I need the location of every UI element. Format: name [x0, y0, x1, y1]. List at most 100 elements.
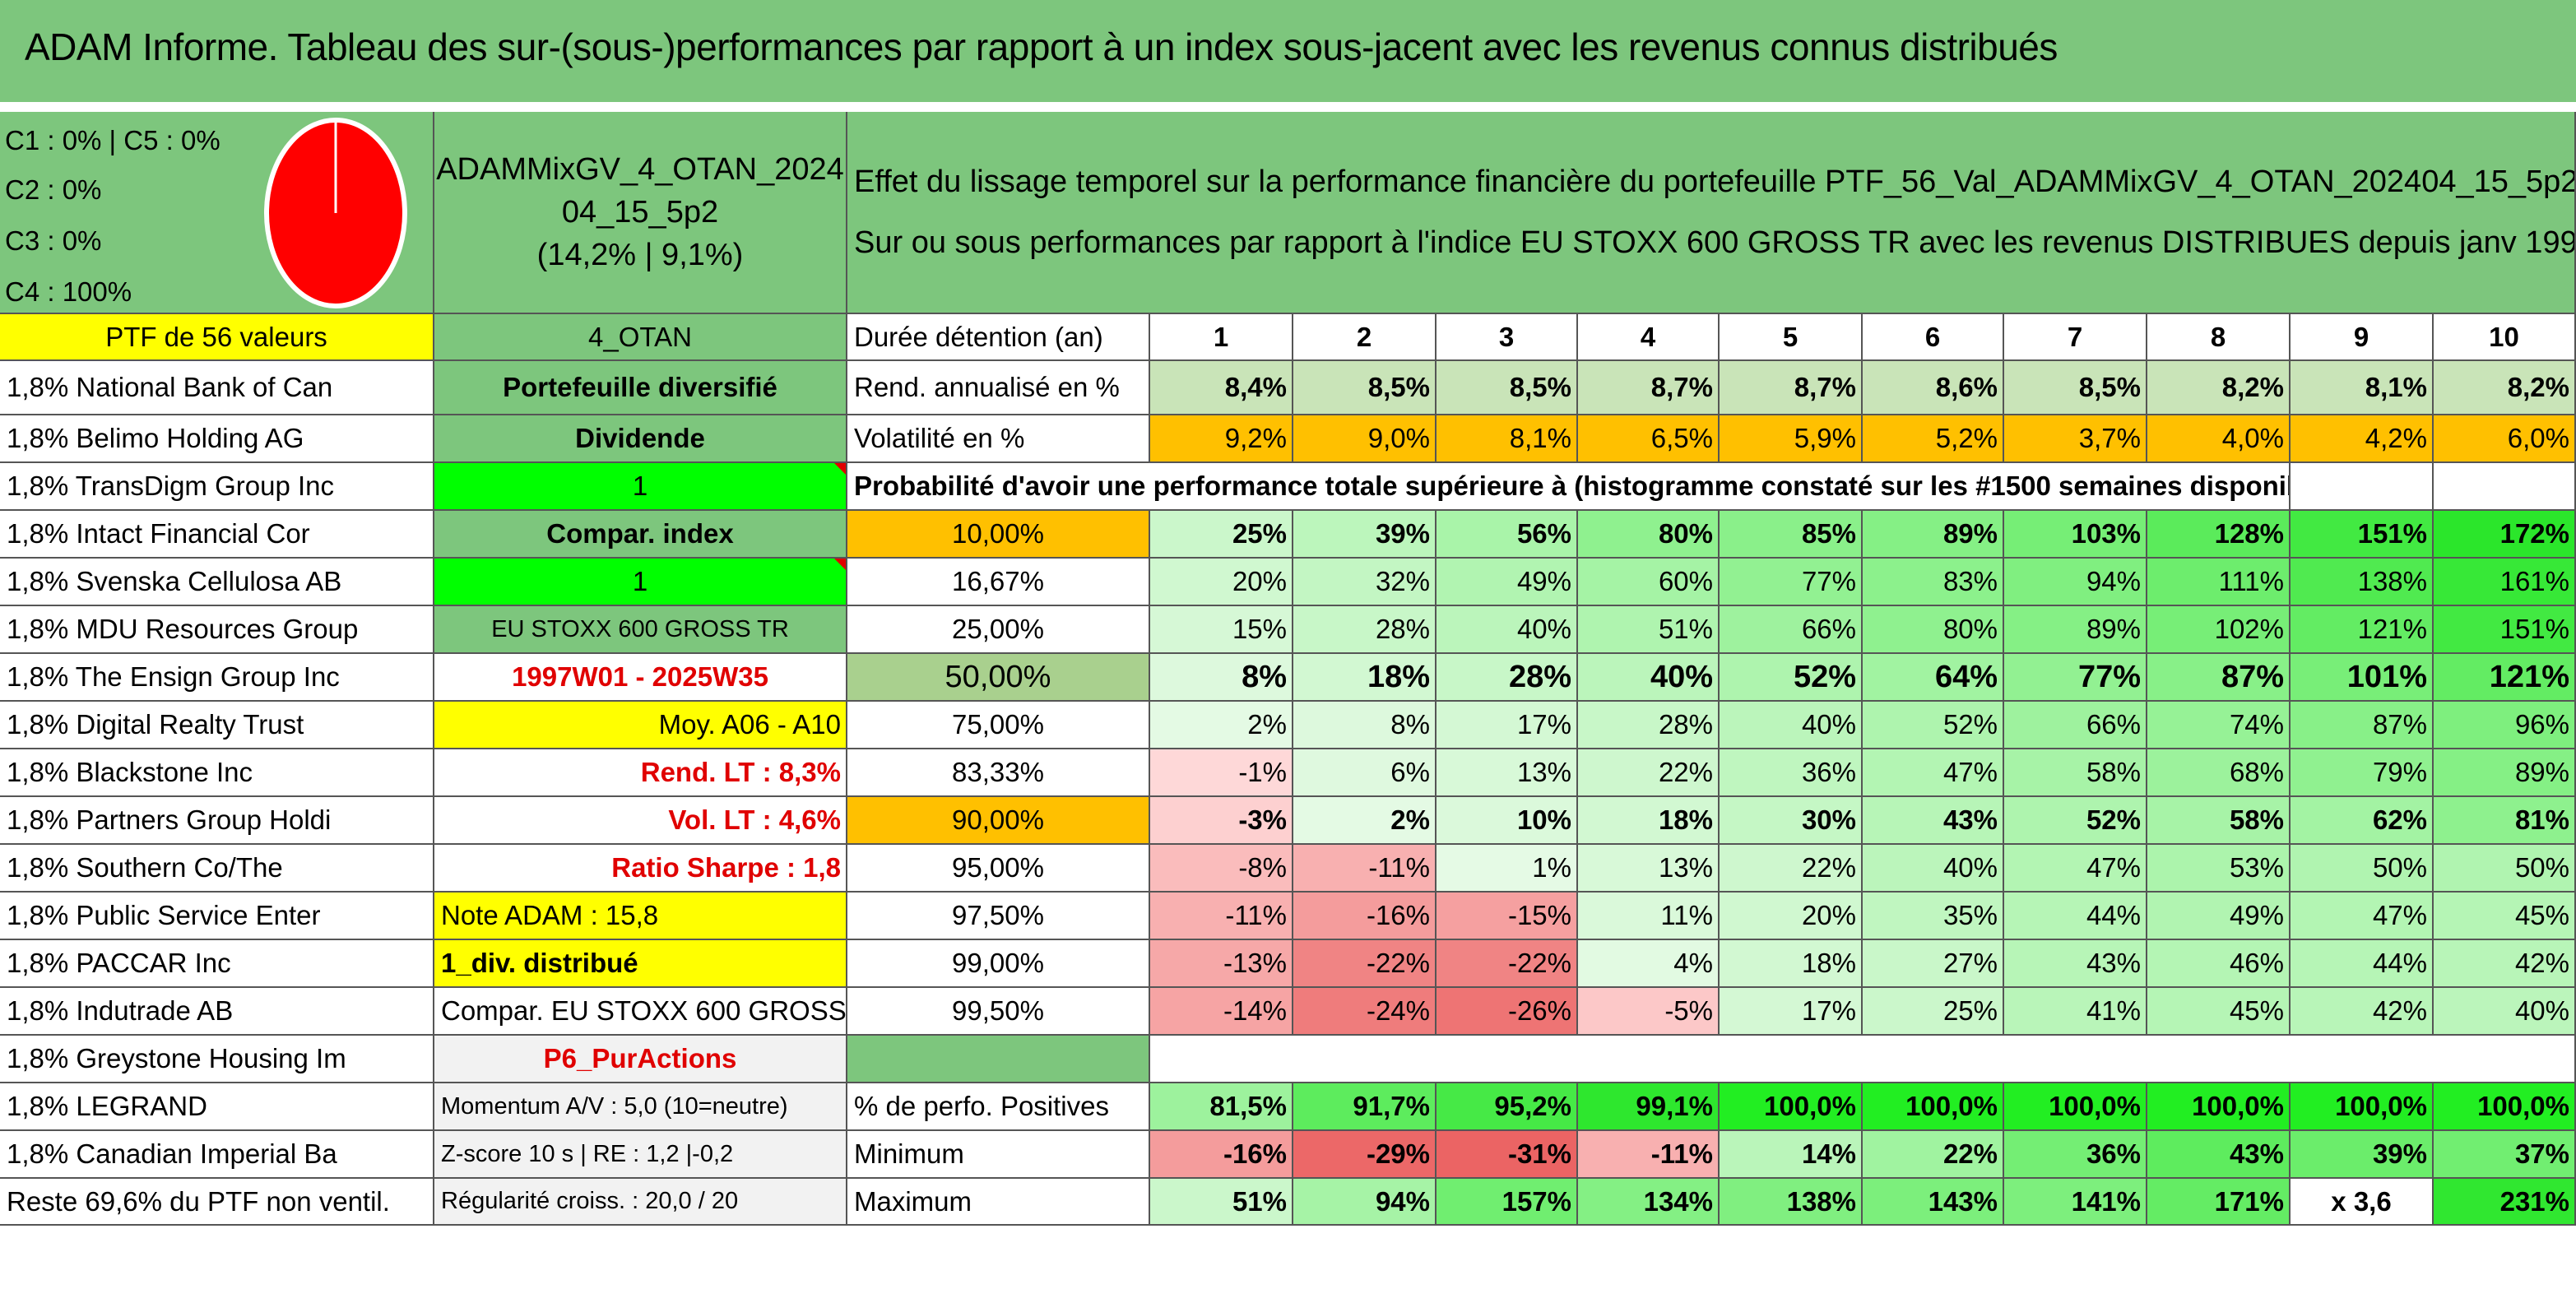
quantile-value: 43%	[2004, 940, 2147, 988]
quantile-value: 41%	[2004, 988, 2147, 1036]
minimum-value: -29%	[1293, 1131, 1437, 1179]
quantile-value: 96%	[2434, 702, 2576, 749]
vol-value: 5,2%	[1863, 415, 2004, 463]
row-label: % de perfo. Positives	[847, 1083, 1150, 1131]
quantile-value: 42%	[2291, 988, 2434, 1036]
quantile-value: 25%	[1863, 988, 2004, 1036]
positive-value: 100,0%	[2147, 1083, 2291, 1131]
holding-name: 1,8% Canadian Imperial Ba	[0, 1131, 434, 1179]
quantile-value: 62%	[2291, 797, 2434, 845]
quantile-value: 77%	[1720, 559, 1863, 606]
quantile-value: 161%	[2434, 559, 2576, 606]
quantile-label: 90,00%	[847, 797, 1150, 845]
holding-name: 1,8% Partners Group Holdi	[0, 797, 434, 845]
quantile-value: 80%	[1863, 606, 2004, 654]
quantile-value: 18%	[1720, 940, 1863, 988]
year-header: 9	[2291, 314, 2434, 361]
quantile-value: 8%	[1150, 654, 1293, 702]
quantile-label: 16,67%	[847, 559, 1150, 606]
info-cell: Note ADAM : 15,8	[434, 893, 847, 940]
empty-cell	[2291, 463, 2434, 511]
rend-value: 8,7%	[1720, 361, 1863, 415]
vol-value: 6,5%	[1578, 415, 1720, 463]
positive-value: 100,0%	[1720, 1083, 1863, 1131]
quantile-value: 121%	[2291, 606, 2434, 654]
portfolio-name-line: ADAMMixGV_4_OTAN_2024	[436, 152, 844, 187]
holding-name: 1,8% Southern Co/The	[0, 845, 434, 893]
quantile-label: 83,33%	[847, 749, 1150, 797]
row-label: Minimum	[847, 1131, 1150, 1179]
quantile-value: 94%	[2004, 559, 2147, 606]
quantile-value: 49%	[2147, 893, 2291, 940]
rend-value: 8,7%	[1578, 361, 1720, 415]
quantile-value: 103%	[2004, 511, 2147, 559]
legend-line: C1 : 0% | C5 : 0%	[5, 125, 220, 155]
holding-name: 1,8% Public Service Enter	[0, 893, 434, 940]
maximum-value: 171%	[2147, 1179, 2291, 1226]
quantile-value: 46%	[2147, 940, 2291, 988]
quantile-value: -8%	[1150, 845, 1293, 893]
quantile-value: 40%	[2434, 988, 2576, 1036]
info-cell: Moy. A06 - A10	[434, 702, 847, 749]
quantile-value: 18%	[1293, 654, 1437, 702]
holding-name: 1,8% MDU Resources Group	[0, 606, 434, 654]
legend-line: C3 : 0%	[5, 225, 102, 256]
quantile-value: 1%	[1437, 845, 1578, 893]
quantile-label: 99,00%	[847, 940, 1150, 988]
quantile-value: 45%	[2434, 893, 2576, 940]
quantile-value: 2%	[1293, 797, 1437, 845]
holding-name: 1,8% Blackstone Inc	[0, 749, 434, 797]
empty-cell	[1150, 1036, 2576, 1083]
row-label: Maximum	[847, 1179, 1150, 1226]
info-cell: Momentum A/V : 5,0 (10=neutre)	[434, 1083, 847, 1131]
quantile-value: 47%	[2004, 845, 2147, 893]
quantile-value: 35%	[1863, 893, 2004, 940]
minimum-value: 43%	[2147, 1131, 2291, 1179]
quantile-value: 87%	[2291, 702, 2434, 749]
minimum-value: 36%	[2004, 1131, 2147, 1179]
portfolio-name: ADAMMixGV_4_OTAN_2024 04_15_5p2 (14,2% |…	[434, 112, 847, 314]
minimum-value: 39%	[2291, 1131, 2434, 1179]
vol-value: 9,2%	[1150, 415, 1293, 463]
year-header: 5	[1720, 314, 1863, 361]
pie-chart	[264, 118, 407, 308]
header-label: Durée détention (an)	[847, 314, 1150, 361]
maximum-value: 51%	[1150, 1179, 1293, 1226]
info-cell: Compar. EU STOXX 600 GROSS TR	[434, 988, 847, 1036]
info-cell: Portefeuille diversifié	[434, 361, 847, 415]
quantile-value: 28%	[1437, 654, 1578, 702]
vol-value: 4,2%	[2291, 415, 2434, 463]
page-title: ADAM Informe. Tableau des sur-(sous-)per…	[25, 26, 2058, 68]
year-header: 1	[1150, 314, 1293, 361]
maximum-value: 141%	[2004, 1179, 2147, 1226]
holding-name: 1,8% PACCAR Inc	[0, 940, 434, 988]
quantile-value: -16%	[1293, 893, 1437, 940]
year-header: 7	[2004, 314, 2147, 361]
positive-value: 100,0%	[2004, 1083, 2147, 1131]
quantile-value: 77%	[2004, 654, 2147, 702]
holding-name: 1,8% Belimo Holding AG	[0, 415, 434, 463]
year-header: 8	[2147, 314, 2291, 361]
quantile-value: -3%	[1150, 797, 1293, 845]
quantile-value: 27%	[1863, 940, 2004, 988]
positive-value: 81,5%	[1150, 1083, 1293, 1131]
positive-value: 100,0%	[1863, 1083, 2004, 1131]
quantile-value: 28%	[1293, 606, 1437, 654]
minimum-value: -11%	[1578, 1131, 1720, 1179]
quantile-value: -1%	[1150, 749, 1293, 797]
maximum-value: x 3,6	[2291, 1179, 2434, 1226]
quantile-value: 49%	[1437, 559, 1578, 606]
quantile-value: 13%	[1578, 845, 1720, 893]
quantile-value: 47%	[2291, 893, 2434, 940]
quantile-value: 8%	[1293, 702, 1437, 749]
description-line: Effet du lissage temporel sur la perform…	[854, 165, 2576, 199]
quantile-value: 32%	[1293, 559, 1437, 606]
rend-value: 8,1%	[2291, 361, 2434, 415]
info-cell: Dividende	[434, 415, 847, 463]
quantile-value: 47%	[1863, 749, 2004, 797]
quantile-value: -22%	[1293, 940, 1437, 988]
portfolio-name-line: 04_15_5p2	[561, 195, 719, 230]
quantile-value: -22%	[1437, 940, 1578, 988]
quantile-value: 151%	[2291, 511, 2434, 559]
quantile-value: 42%	[2434, 940, 2576, 988]
